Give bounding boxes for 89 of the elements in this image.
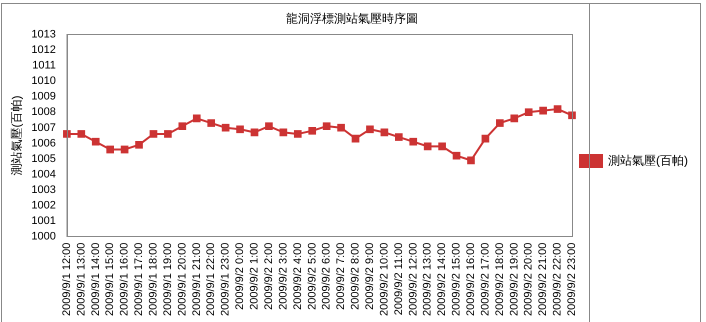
x-tick-label: 2009/9/2 6:00 [320, 242, 333, 310]
point [424, 142, 432, 150]
x-tick-label: 2009/9/2 2:00 [262, 242, 275, 310]
y-tick-label: 1008 [31, 106, 56, 118]
x-tick-label: 2009/9/2 7:00 [335, 242, 348, 310]
y-tick-label: 1001 [31, 215, 56, 228]
y-axis-title: 測站氣壓(百帕) [10, 96, 24, 176]
y-tick-label: 1012 [31, 44, 56, 56]
point [164, 130, 172, 138]
x-tick-label: 2009/9/1 21:00 [190, 242, 203, 316]
point [496, 119, 504, 127]
legend-label: 測站氣壓(百帕) [608, 153, 688, 168]
x-tick-label: 2009/9/2 23:00 [566, 242, 578, 316]
point [77, 130, 86, 138]
x-tick-label: 2009/9/1 16:00 [118, 242, 131, 316]
x-tick-label: 2009/9/2 12:00 [407, 242, 420, 316]
y-tick-label: 1003 [31, 184, 56, 196]
point [380, 128, 388, 136]
x-tick-label: 2009/9/1 19:00 [162, 242, 174, 316]
point [539, 106, 547, 114]
point [337, 124, 345, 132]
y-tick-label: 1002 [31, 200, 56, 212]
point [92, 138, 100, 146]
x-tick-label: 2009/9/2 14:00 [436, 242, 448, 316]
point [568, 111, 576, 120]
x-tick-label: 2009/9/1 15:00 [104, 242, 116, 316]
y-tick-label: 1006 [31, 137, 56, 150]
point [106, 146, 114, 154]
point [192, 114, 201, 122]
y-tick-label: 1010 [31, 75, 56, 88]
x-tick-label: 2009/9/2 15:00 [450, 242, 463, 316]
x-tick-label: 2009/9/2 21:00 [537, 242, 550, 316]
y-tick-label: 1009 [31, 90, 56, 103]
chart-title: 龍洞浮標測站氣壓時序圖 [286, 12, 418, 26]
y-tick-label: 1004 [31, 168, 56, 180]
x-tick-label: 2009/9/2 16:00 [465, 242, 478, 316]
x-tick-label: 2009/9/2 9:00 [364, 242, 376, 310]
x-tick-label: 2009/9/2 0:00 [234, 242, 246, 310]
y-tick-label: 1005 [31, 152, 56, 165]
x-tick-label: 2009/9/1 20:00 [176, 242, 188, 316]
point [467, 156, 475, 164]
y-tick-label: 1011 [32, 60, 56, 72]
point [438, 142, 446, 150]
point [352, 134, 360, 142]
x-tick-label: 2009/9/2 17:00 [479, 242, 492, 316]
point [250, 128, 258, 136]
point [322, 122, 330, 130]
x-tick-label: 2009/9/2 13:00 [422, 242, 434, 316]
x-tick-label: 2009/9/2 3:00 [277, 242, 290, 310]
point [236, 125, 244, 134]
x-tick-label: 2009/9/2 4:00 [292, 242, 304, 310]
x-tick-label: 2009/9/1 18:00 [147, 242, 160, 316]
x-tick-label: 2009/9/2 19:00 [508, 242, 520, 316]
x-tick-label: 2009/9/2 5:00 [306, 242, 318, 310]
x-tick-label: 2009/9/2 1:00 [248, 242, 261, 310]
y-tick-label: 1013 [31, 28, 56, 40]
point [482, 134, 490, 142]
x-tick-label: 2009/9/2 11:00 [392, 242, 405, 316]
x-tick-label: 2009/9/1 22:00 [205, 242, 218, 316]
x-tick-label: 2009/9/2 10:00 [378, 242, 390, 316]
point [150, 130, 158, 138]
point [265, 122, 273, 130]
point [63, 130, 71, 138]
x-tick-label: 2009/9/1 17:00 [133, 242, 146, 316]
point [135, 141, 143, 149]
point [294, 130, 302, 138]
y-tick-label: 1007 [31, 122, 56, 134]
point [409, 138, 418, 146]
x-tick-label: 2009/9/2 18:00 [494, 242, 506, 316]
x-tick-label: 2009/9/2 22:00 [552, 242, 564, 316]
point [178, 122, 186, 130]
x-tick-label: 2009/9/1 14:00 [90, 242, 102, 316]
point [280, 128, 288, 136]
point [524, 108, 533, 116]
point [394, 133, 403, 141]
point [308, 127, 316, 135]
point [554, 105, 562, 113]
x-tick-label: 2009/9/1 23:00 [220, 242, 232, 316]
x-tick-label: 2009/9/1 13:00 [75, 242, 88, 316]
point [120, 146, 128, 154]
x-tick-label: 2009/9/2 20:00 [522, 242, 535, 316]
y-tick-label: 1000 [31, 230, 56, 243]
point [510, 114, 518, 122]
point [366, 125, 374, 134]
x-tick-label: 2009/9/1 12:00 [60, 242, 73, 316]
point [222, 124, 230, 132]
x-tick-label: 2009/9/2 8:00 [350, 242, 362, 310]
point [452, 152, 460, 160]
point [207, 119, 216, 127]
